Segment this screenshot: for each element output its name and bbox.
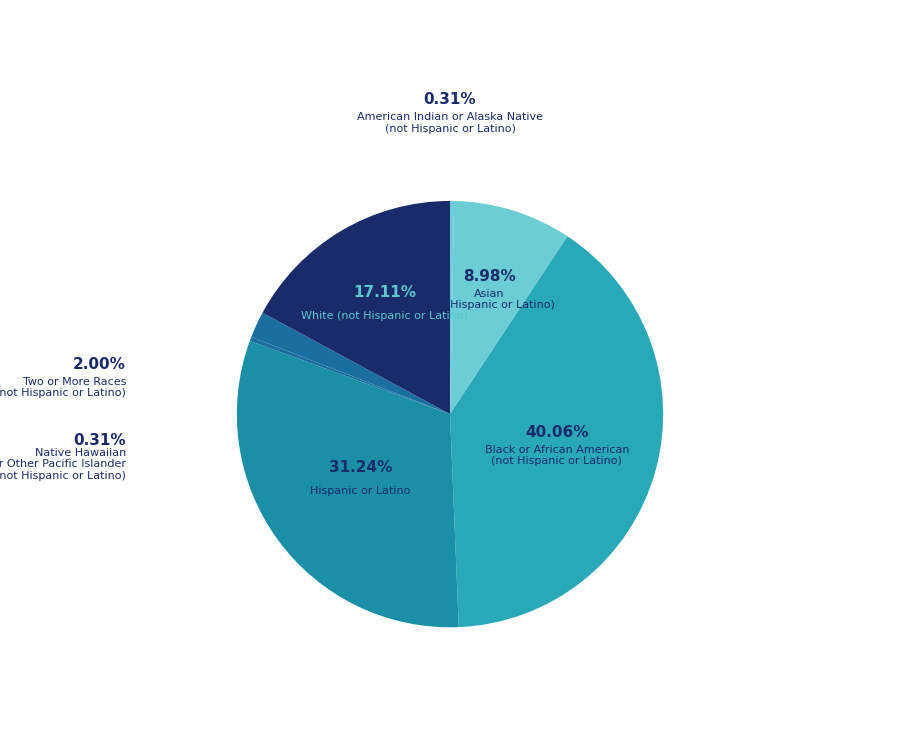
Wedge shape: [450, 201, 454, 414]
Text: White (not Hispanic or Latino): White (not Hispanic or Latino): [302, 311, 468, 321]
Text: 0.31%: 0.31%: [424, 92, 476, 107]
Wedge shape: [263, 201, 450, 414]
Text: Asian
(not Hispanic or Latino): Asian (not Hispanic or Latino): [424, 289, 554, 311]
Text: Hispanic or Latino: Hispanic or Latino: [310, 486, 410, 496]
Text: Two or More Races
(not Hispanic or Latino): Two or More Races (not Hispanic or Latin…: [0, 377, 126, 398]
Text: 2.00%: 2.00%: [73, 357, 126, 372]
Text: 31.24%: 31.24%: [328, 460, 392, 476]
Text: 40.06%: 40.06%: [525, 424, 589, 440]
Text: 17.11%: 17.11%: [353, 285, 416, 300]
Wedge shape: [237, 341, 459, 627]
Wedge shape: [251, 313, 450, 414]
Wedge shape: [450, 236, 663, 627]
Text: Native Hawaiian
or Other Pacific Islander
(not Hispanic or Latino): Native Hawaiian or Other Pacific Islande…: [0, 447, 126, 481]
Wedge shape: [250, 337, 450, 414]
Text: Black or African American
(not Hispanic or Latino): Black or African American (not Hispanic …: [484, 445, 629, 467]
Text: American Indian or Alaska Native
(not Hispanic or Latino): American Indian or Alaska Native (not Hi…: [357, 112, 543, 134]
Wedge shape: [450, 201, 568, 414]
Text: 8.98%: 8.98%: [463, 269, 516, 284]
Text: 0.31%: 0.31%: [74, 433, 126, 448]
